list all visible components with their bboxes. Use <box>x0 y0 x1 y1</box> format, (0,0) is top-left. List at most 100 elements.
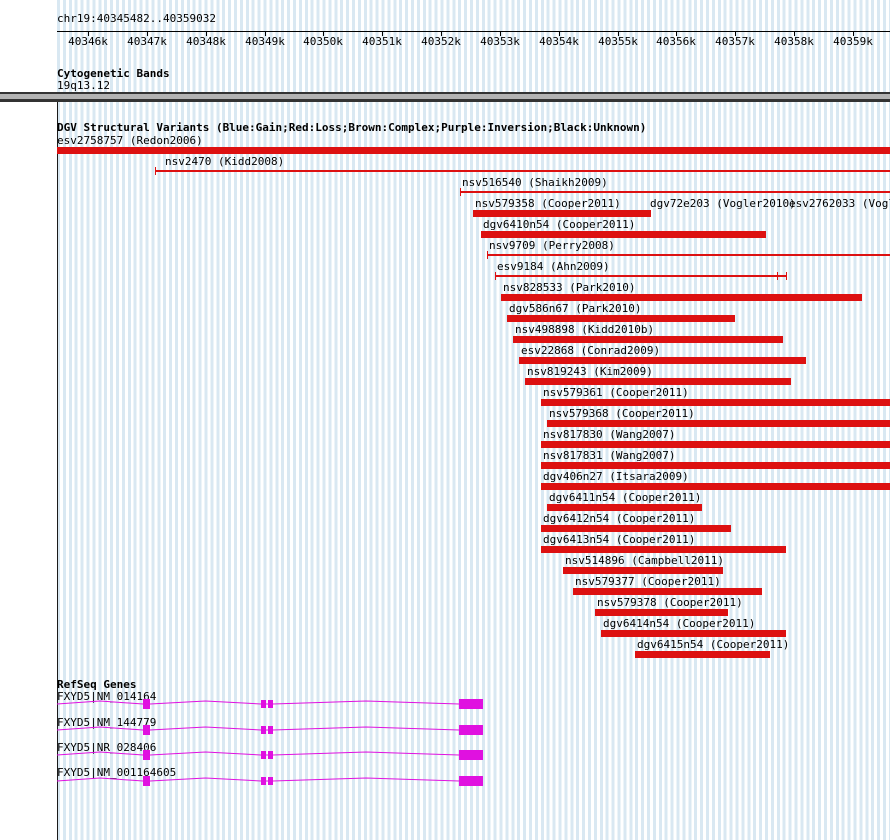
gene-exon[interactable] <box>261 751 266 759</box>
variant-label: nsv817831 (Wang2007) <box>543 449 676 462</box>
gene-exon[interactable] <box>143 776 150 786</box>
gene-intron-line <box>149 700 262 705</box>
gene-label: FXYD5|NM_001164605 <box>57 766 177 779</box>
ruler-tick <box>676 31 677 36</box>
variant-bar[interactable] <box>541 525 731 532</box>
variant-label: dgv6410n54 (Cooper2011) <box>483 218 636 231</box>
dgv-track-header: DGV Structural Variants (Blue:Gain;Red:L… <box>57 121 647 134</box>
gene-exon[interactable] <box>268 700 273 708</box>
variant-bar[interactable] <box>595 609 728 616</box>
ruler-tick <box>323 31 324 36</box>
variant-label: nsv2470 (Kidd2008) <box>165 155 285 168</box>
ruler-tick-label: 40347k <box>127 35 167 48</box>
variant-bar[interactable] <box>473 210 651 217</box>
variant-label: nsv579378 (Cooper2011) <box>597 596 743 609</box>
gene-exon[interactable] <box>459 725 483 735</box>
variant-bar[interactable] <box>507 315 735 322</box>
gene-intron-line <box>56 726 144 731</box>
ruler-tick-label: 40357k <box>715 35 755 48</box>
gene-label: FXYD5|NM_144779 <box>57 716 157 729</box>
variant-label: dgv6414n54 (Cooper2011) <box>603 617 756 630</box>
variant-label: dgv586n67 (Park2010) <box>509 302 642 315</box>
gene-structure[interactable] <box>0 747 890 763</box>
variant-bar[interactable] <box>573 588 762 595</box>
ruler-tick-label: 40346k <box>68 35 108 48</box>
ruler-tick-label: 40351k <box>362 35 402 48</box>
variant-bar-tick <box>460 188 461 196</box>
gene-structure[interactable] <box>0 696 890 712</box>
variant-bar[interactable] <box>541 441 890 448</box>
variant-bar[interactable] <box>541 483 890 490</box>
gene-exon[interactable] <box>261 700 266 708</box>
ruler-tick <box>618 31 619 36</box>
variant-bar[interactable] <box>541 399 890 406</box>
gene-exon[interactable] <box>268 726 273 734</box>
gene-exon[interactable] <box>459 750 483 760</box>
variant-label: nsv579358 (Cooper2011) <box>475 197 621 210</box>
ruler-tick-label: 40356k <box>656 35 696 48</box>
variant-bar[interactable] <box>481 231 766 238</box>
variant-label: nsv817830 (Wang2007) <box>543 428 676 441</box>
ruler-tick <box>441 31 442 36</box>
ruler-tick <box>794 31 795 36</box>
ruler-tick-label: 40358k <box>774 35 814 48</box>
variant-label: esv9184 (Ahn2009) <box>497 260 610 273</box>
gene-structure[interactable] <box>0 722 890 738</box>
gene-exon[interactable] <box>459 776 483 786</box>
gene-intron-line <box>272 700 460 705</box>
variant-label: dgv6413n54 (Cooper2011) <box>543 533 696 546</box>
variant-label: nsv9709 (Perry2008) <box>489 239 615 252</box>
variant-bar[interactable] <box>155 170 890 172</box>
variant-label: esv2758757 (Redon2006) <box>57 134 203 147</box>
variant-bar-tick <box>487 251 488 259</box>
region-title: chr19:40345482..40359032 <box>57 12 216 25</box>
ruler-tick-label: 40348k <box>186 35 226 48</box>
variant-bar[interactable] <box>519 357 806 364</box>
variant-label: nsv579368 (Cooper2011) <box>549 407 695 420</box>
variant-bar[interactable] <box>495 275 786 277</box>
variant-label: nsv514896 (Campbell2011) <box>565 554 724 567</box>
ruler-tick <box>382 31 383 36</box>
cytogenetic-band-label: 19q13.12 <box>57 79 110 92</box>
gene-exon[interactable] <box>459 699 483 709</box>
gene-intron-line <box>272 777 460 782</box>
variant-label: nsv579377 (Cooper2011) <box>575 575 721 588</box>
variant-bar[interactable] <box>513 336 783 343</box>
variant-bar[interactable] <box>460 191 890 193</box>
gene-exon[interactable] <box>261 777 266 785</box>
gene-exon[interactable] <box>268 751 273 759</box>
gene-exon[interactable] <box>261 726 266 734</box>
variant-bar[interactable] <box>487 254 890 256</box>
gene-exon[interactable] <box>268 777 273 785</box>
variant-label: nsv819243 (Kim2009) <box>527 365 653 378</box>
region-boundary-line <box>57 92 58 840</box>
cytogenetic-band[interactable] <box>0 92 890 102</box>
variant-bar-tick <box>495 272 496 280</box>
variant-bar[interactable] <box>601 630 786 637</box>
variant-bar[interactable] <box>57 147 890 154</box>
gene-exon[interactable] <box>143 699 150 709</box>
ruler-tick-label: 40354k <box>539 35 579 48</box>
variant-bar[interactable] <box>541 546 786 553</box>
ruler-tick-label: 40352k <box>421 35 461 48</box>
gene-exon[interactable] <box>143 750 150 760</box>
variant-bar[interactable] <box>525 378 791 385</box>
variant-label: esv22868 (Conrad2009) <box>521 344 661 357</box>
variant-bar[interactable] <box>501 294 862 301</box>
variant-bar[interactable] <box>547 420 890 427</box>
variant-bar[interactable] <box>635 651 770 658</box>
variant-label: nsv828533 (Park2010) <box>503 281 636 294</box>
gene-intron-line <box>56 700 144 705</box>
variant-bar[interactable] <box>541 462 890 469</box>
refseq-track-header: RefSeq Genes <box>57 678 137 691</box>
gene-intron-line <box>56 777 144 782</box>
variant-bar-tick <box>786 272 787 280</box>
gene-structure[interactable] <box>0 773 890 789</box>
gene-intron-line <box>272 751 460 756</box>
variant-bar[interactable] <box>547 504 702 511</box>
gene-exon[interactable] <box>143 725 150 735</box>
variant-bar[interactable] <box>563 567 723 574</box>
gene-intron-line <box>149 777 262 782</box>
variant-label: nsv516540 (Shaikh2009) <box>462 176 608 189</box>
ruler-tick-label: 40353k <box>480 35 520 48</box>
